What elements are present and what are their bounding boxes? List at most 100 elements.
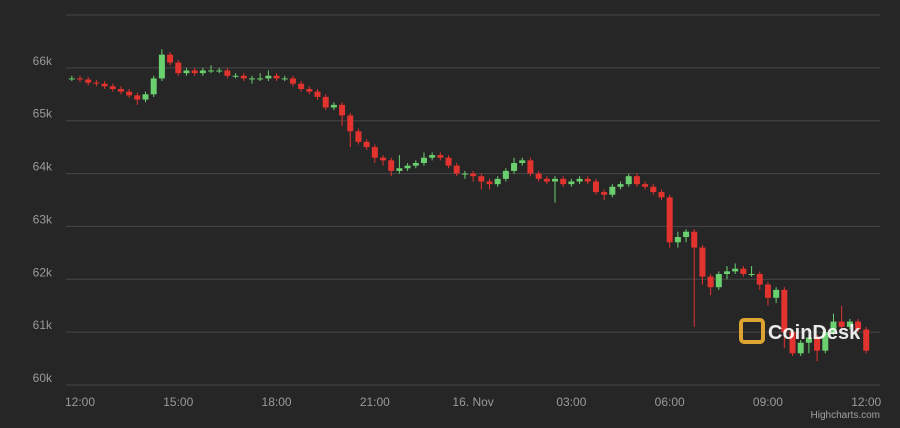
candle-body (101, 83, 108, 87)
x-tick-label: 12:00 (851, 395, 881, 409)
candle-body (855, 321, 862, 330)
candle-body (339, 104, 346, 116)
candle-body (126, 91, 133, 96)
candle-body (584, 178, 591, 182)
candle-body (863, 329, 870, 351)
candle-body (289, 78, 296, 84)
candle-body (699, 247, 706, 277)
candle-body (691, 231, 698, 248)
candle-body (601, 192, 608, 195)
candle-body (617, 184, 624, 187)
candle-body (773, 289, 780, 298)
x-tick-label: 16. Nov (452, 395, 493, 409)
x-tick-label: 21:00 (360, 395, 390, 409)
candle-body (109, 86, 116, 89)
candle-body (445, 157, 452, 166)
candle-body (560, 178, 567, 185)
candle-body (183, 70, 190, 74)
candle-body (642, 184, 649, 187)
candle-body (298, 83, 305, 89)
candle-body (543, 178, 550, 182)
candle-body (175, 62, 182, 74)
y-tick-label: 64k (33, 160, 53, 174)
candle-body (740, 268, 747, 274)
candle-body (437, 155, 444, 158)
candle-body (756, 274, 763, 285)
candle-body (396, 168, 403, 171)
y-tick-label: 66k (33, 54, 53, 68)
candle-body (281, 78, 288, 80)
candle-body (764, 284, 771, 298)
candle-body (167, 54, 174, 63)
candle-body (527, 160, 534, 174)
candle-body (814, 337, 821, 351)
y-tick-label: 65k (33, 107, 53, 121)
x-tick-label: 18:00 (262, 395, 292, 409)
candle-body (519, 160, 526, 163)
candle-body (93, 82, 100, 84)
candle-body (748, 274, 755, 275)
candle-body (805, 337, 812, 343)
candle-body (502, 170, 509, 179)
candle-body (830, 321, 837, 333)
x-tick-label: 06:00 (655, 395, 685, 409)
candle-body (724, 271, 730, 274)
candle-body (838, 321, 845, 327)
y-tick-label: 61k (33, 318, 53, 332)
candle-body (846, 321, 853, 327)
candle-body (85, 79, 92, 83)
candle-body (486, 181, 493, 185)
candle-body (191, 70, 198, 74)
candle-body (789, 332, 796, 354)
candle-body (658, 192, 665, 198)
x-tick-label: 15:00 (163, 395, 193, 409)
candle-body (68, 78, 75, 80)
candle-body (117, 89, 124, 92)
y-tick-label: 60k (33, 371, 53, 385)
watermark: CoinDesk (768, 322, 861, 344)
candle-body (478, 176, 485, 182)
candle-body (404, 165, 411, 169)
candle-body (216, 70, 223, 72)
candle-body (535, 173, 542, 179)
candle-body (150, 78, 157, 95)
candle-body (494, 178, 501, 185)
candle-body (371, 147, 378, 158)
candle-body (240, 75, 247, 79)
candle-body (330, 104, 337, 108)
candle-body (257, 78, 264, 80)
x-tick-label: 03:00 (556, 395, 586, 409)
candle-body (208, 70, 215, 72)
candle-body (470, 173, 477, 177)
candle-body (355, 131, 362, 142)
candle-body (732, 268, 739, 272)
candle-body (314, 91, 321, 97)
candle-body (232, 75, 239, 77)
candle-body (552, 178, 559, 182)
candle-body (609, 186, 616, 195)
candle-body (633, 176, 640, 185)
candle-body (511, 163, 518, 171)
candle-body (707, 276, 714, 288)
candle-body (265, 75, 272, 79)
candle-body (388, 160, 395, 171)
candle-body (224, 70, 231, 76)
candle-body (134, 95, 141, 100)
candle-body (142, 94, 149, 100)
y-tick-label: 63k (33, 212, 53, 226)
candle-body (625, 176, 632, 185)
candle-body (248, 78, 255, 80)
candle-body (781, 289, 788, 333)
candle-body (306, 89, 313, 92)
candle-body (715, 274, 722, 288)
watermark-logo (739, 318, 765, 344)
candle-body (461, 173, 468, 175)
candle-body (453, 165, 460, 174)
candle-body (429, 155, 436, 158)
candle-body (158, 54, 165, 79)
watermark-group: CoinDesk (739, 318, 861, 344)
candle-body (273, 75, 280, 79)
candle-body (76, 78, 83, 80)
